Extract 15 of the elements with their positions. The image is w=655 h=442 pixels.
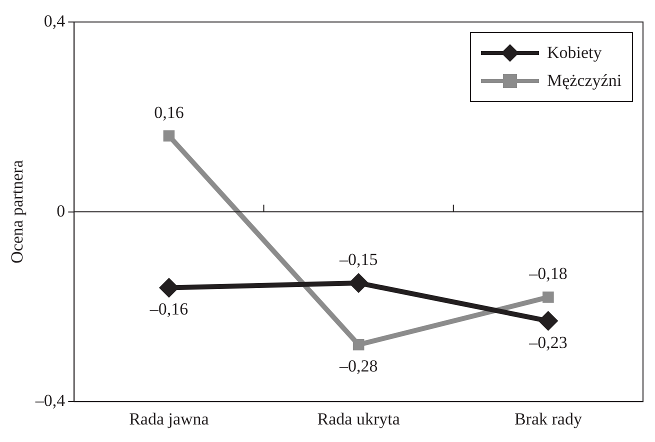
data-label: 0,16 <box>154 102 184 122</box>
x-tick-label: Brak rady <box>514 409 582 428</box>
legend-label: Kobiety <box>547 43 602 63</box>
y-tick-label: 0 <box>56 201 66 220</box>
data-label: –0,15 <box>338 250 378 269</box>
y-axis-title: Ocena partnera <box>8 160 27 264</box>
y-tick-label: 0,4 <box>44 11 66 30</box>
legend-label: Mężczyźni <box>547 71 622 91</box>
data-label: –0,16 <box>148 300 188 319</box>
x-tick-label: Rada jawna <box>129 409 210 428</box>
data-label: –0,28 <box>338 356 378 376</box>
y-tick-label: –0,4 <box>34 391 66 410</box>
data-label: –0,23 <box>528 332 568 352</box>
data-label: –0,18 <box>528 264 568 284</box>
x-tick-label: Rada ukryta <box>317 409 400 428</box>
